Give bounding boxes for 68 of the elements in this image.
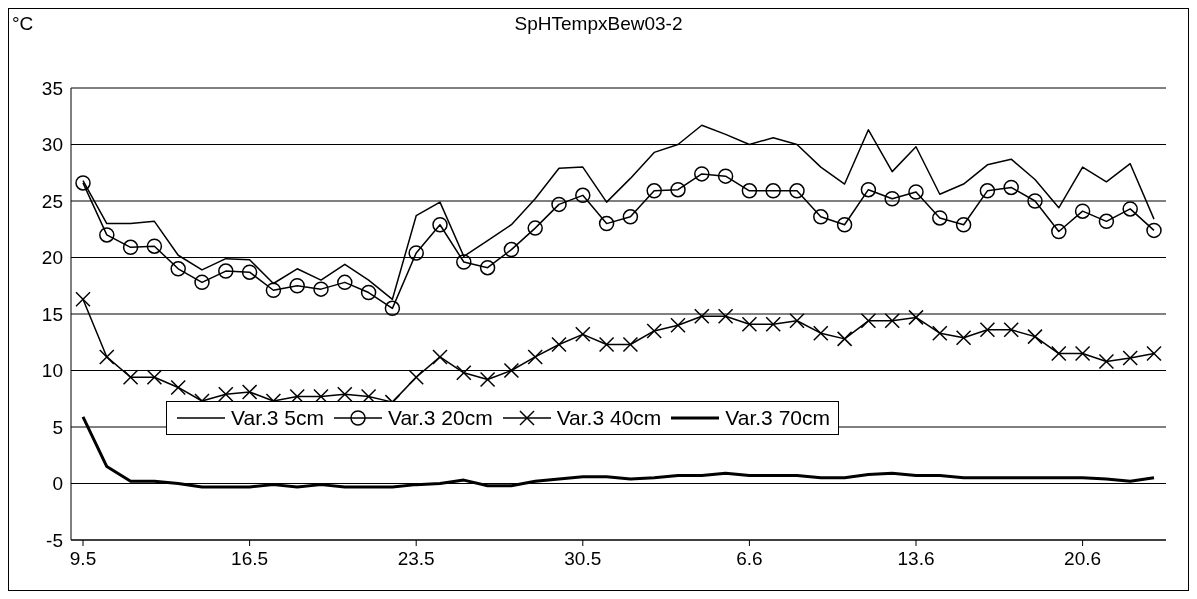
- y-tick-label: 25: [41, 190, 63, 212]
- x-tick-label: 9.5: [69, 548, 97, 570]
- point: [456, 254, 472, 270]
- point: [575, 187, 591, 204]
- point: [646, 183, 662, 199]
- y-tick-label: 30: [41, 134, 63, 156]
- x-tick-label: 16.5: [231, 548, 269, 570]
- point: [218, 263, 234, 279]
- point: [194, 274, 210, 291]
- point: [241, 264, 258, 280]
- point: [813, 209, 829, 225]
- point: [479, 259, 496, 276]
- point: [908, 184, 924, 200]
- point: [337, 274, 353, 291]
- point: [75, 175, 91, 191]
- y-tick-label: 20: [41, 247, 63, 269]
- y-tick-label: 15: [41, 303, 63, 325]
- point: [265, 282, 282, 299]
- legend-label: Var.3 70cm: [725, 406, 830, 430]
- point: [932, 210, 948, 226]
- point: [884, 190, 900, 207]
- point: [860, 181, 877, 198]
- point: [1098, 213, 1115, 230]
- legend-label: Var.3 20cm: [387, 406, 493, 430]
- x-tick-label: 13.6: [897, 548, 935, 570]
- chart-title: SpHTempxBew03-2: [514, 13, 683, 34]
- point: [122, 239, 139, 256]
- point: [955, 216, 972, 233]
- point: [1003, 179, 1019, 196]
- point: [360, 284, 377, 301]
- legend-label: Var.3 5cm: [231, 406, 324, 430]
- point: [741, 183, 758, 199]
- point: [717, 168, 734, 184]
- point: [432, 216, 448, 233]
- y-axis-title: °C: [12, 13, 34, 35]
- point: [1051, 223, 1067, 240]
- y-tick-label: 10: [41, 360, 63, 382]
- point: [99, 227, 115, 243]
- point: [146, 238, 163, 254]
- point: [1146, 222, 1162, 239]
- point: [527, 220, 543, 236]
- legend-label: Var.3 40cm: [556, 406, 662, 430]
- x-tick-label: 20.6: [1064, 548, 1102, 570]
- y-tick-label: -5: [46, 529, 63, 551]
- point: [694, 166, 710, 182]
- y-tick-label: 0: [52, 473, 63, 495]
- point: [503, 241, 520, 258]
- point: [1027, 193, 1043, 209]
- point: [789, 183, 805, 199]
- y-tick-label: 35: [41, 77, 63, 99]
- point: [408, 245, 424, 261]
- point: [313, 281, 329, 297]
- point: [598, 215, 615, 232]
- x-tick-label: 23.5: [397, 548, 435, 570]
- x-tick-label: 30.5: [564, 548, 602, 570]
- point: [384, 300, 401, 317]
- point: [1074, 203, 1091, 219]
- point: [551, 196, 567, 213]
- point: [1122, 201, 1138, 217]
- point: [289, 278, 305, 294]
- point: [765, 183, 781, 199]
- point: [670, 181, 686, 198]
- point: [979, 183, 996, 199]
- y-tick-label: 5: [52, 416, 63, 438]
- x-tick-label: 6.6: [736, 548, 763, 570]
- point: [622, 209, 639, 225]
- point: [170, 261, 186, 277]
- point: [836, 216, 853, 233]
